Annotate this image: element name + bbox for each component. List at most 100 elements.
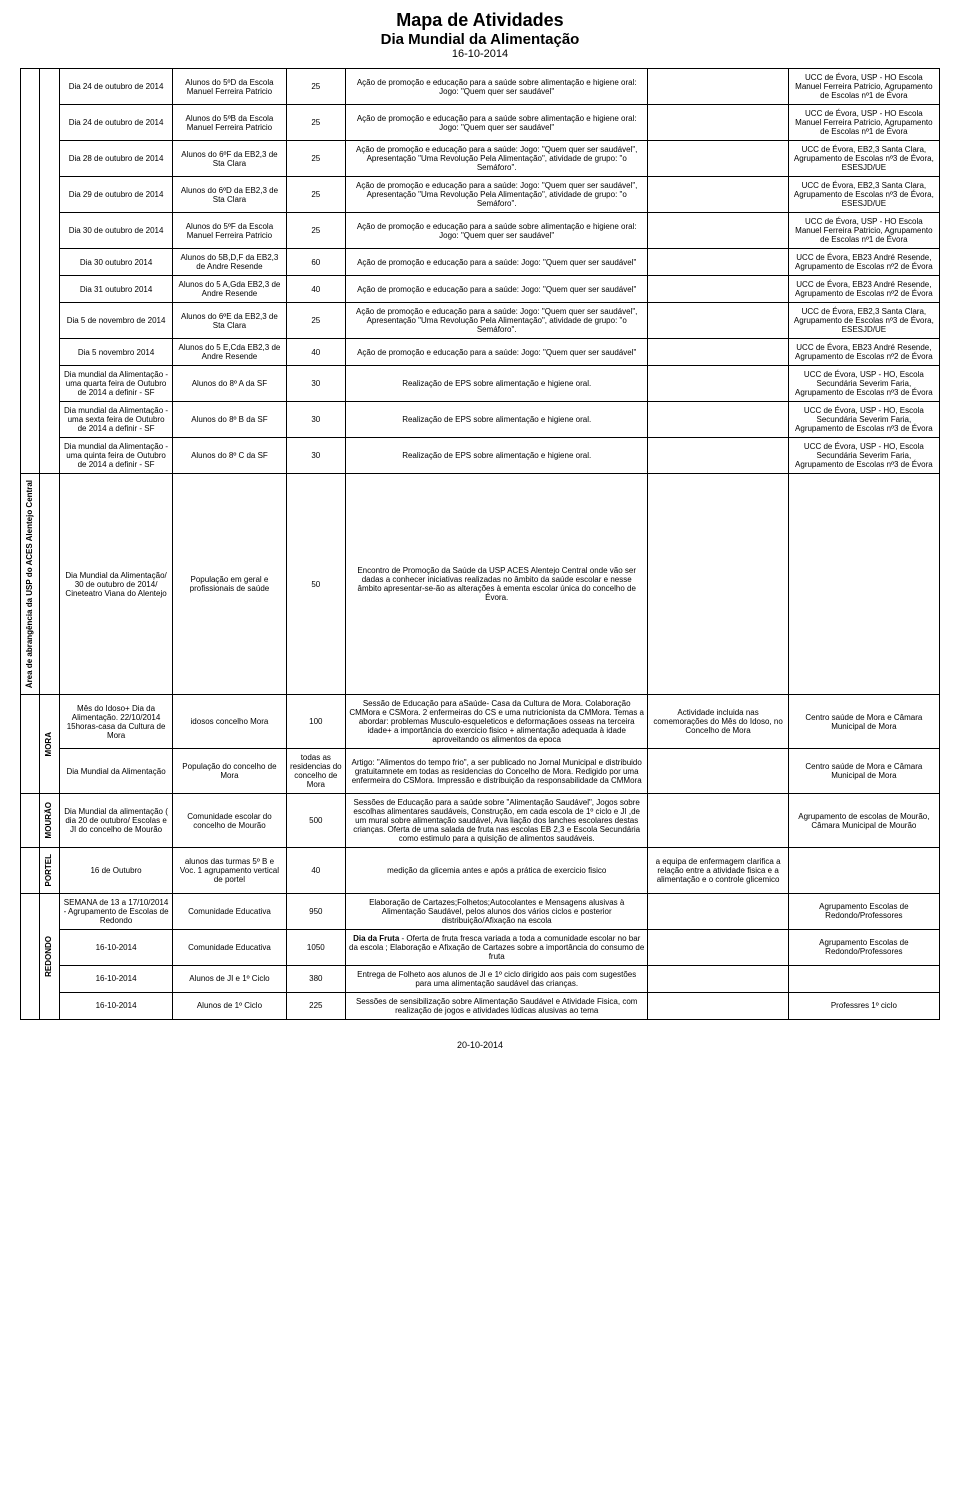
table-row: Dia 24 de outubro de 2014Alunos do 5ºB d… (21, 105, 940, 141)
cell-extra (648, 474, 788, 695)
cell-target: Alunos do 5 A,Gda EB2,3 de Andre Resende (173, 276, 286, 303)
cell-target: Alunos de JI e 1º Ciclo (173, 965, 286, 992)
cell-num: 30 (286, 402, 345, 438)
table-row: Dia 28 de outubro de 2014Alunos do 6ºF d… (21, 141, 940, 177)
table-row: Dia 5 novembro 2014Alunos do 5 E,Cda EB2… (21, 339, 940, 366)
side-label-2 (40, 69, 59, 474)
cell-partner: UCC de Évora, EB2,3 Santa Clara, Agrupam… (788, 141, 939, 177)
table-row: 16-10-2014Alunos de 1º Ciclo225Sessões d… (21, 992, 940, 1019)
cell-date: 16-10-2014 (59, 965, 172, 992)
cell-num: 225 (286, 992, 345, 1019)
cell-num: 950 (286, 893, 345, 929)
cell-date: Dia Mundial da alimentação ( dia 20 de o… (59, 794, 172, 848)
cell-num: 40 (286, 848, 345, 893)
cell-num: 50 (286, 474, 345, 695)
side-label-2 (40, 474, 59, 695)
cell-date: Dia Mundial da Alimentação/ 30 de outubr… (59, 474, 172, 695)
table-row: Área de abrangência da USP do ACES Alent… (21, 474, 940, 695)
cell-num: 25 (286, 105, 345, 141)
cell-target: Alunos do 6ºE da EB2,3 de Sta Clara (173, 303, 286, 339)
side-label-1: Área de abrangência da USP do ACES Alent… (21, 474, 40, 695)
cell-partner: Agrupamento de escolas de Mourão, Câmara… (788, 794, 939, 848)
cell-extra (648, 339, 788, 366)
cell-num: 100 (286, 695, 345, 749)
cell-target: População do concelho de Mora (173, 749, 286, 794)
table-row: MOURÃODia Mundial da alimentação ( dia 2… (21, 794, 940, 848)
activities-table: Dia 24 de outubro de 2014Alunos do 5ºD d… (20, 68, 940, 1020)
table-row: Dia mundial da Alimentação - uma quinta … (21, 438, 940, 474)
cell-num: 25 (286, 213, 345, 249)
cell-target: Alunos do 8º A da SF (173, 366, 286, 402)
cell-extra (648, 893, 788, 929)
cell-partner: UCC de Évora, USP - HO Escola Manuel Fer… (788, 213, 939, 249)
cell-extra (648, 992, 788, 1019)
cell-desc: Elaboração de Cartazes;Folhetos;Autocola… (346, 893, 648, 929)
side-label-2: PORTEL (40, 848, 59, 893)
cell-date: 16-10-2014 (59, 929, 172, 965)
cell-desc: Ação de promoção e educação para a saúde… (346, 303, 648, 339)
side-label-1 (21, 69, 40, 474)
cell-target: Alunos do 5 E,Cda EB2,3 de Andre Resende (173, 339, 286, 366)
cell-num: 25 (286, 141, 345, 177)
cell-target: Alunos do 6ºD da EB2,3 de Sta Clara (173, 177, 286, 213)
cell-date: Dia mundial da Alimentação - uma sexta f… (59, 402, 172, 438)
table-row: REDONDOSEMANA de 13 a 17/10/2014 - Agrup… (21, 893, 940, 929)
cell-date: Mês do Idoso+ Dia da Alimentação. 22/10/… (59, 695, 172, 749)
cell-partner: UCC de Évora, USP - HO Escola Manuel Fer… (788, 105, 939, 141)
cell-extra: a equipa de enfermagem clarifica a relaç… (648, 848, 788, 893)
cell-desc: Dia da Fruta - Oferta de fruta fresca va… (346, 929, 648, 965)
cell-extra (648, 438, 788, 474)
table-row: Dia 29 de outubro de 2014Alunos do 6ºD d… (21, 177, 940, 213)
cell-desc: Encontro de Promoção da Saúde da USP ACE… (346, 474, 648, 695)
side-label-2: REDONDO (40, 893, 59, 1019)
cell-extra (648, 929, 788, 965)
cell-num: 40 (286, 339, 345, 366)
cell-desc: Realização de EPS sobre alimentação e hi… (346, 438, 648, 474)
cell-partner: Agrupamento Escolas de Redondo/Professor… (788, 893, 939, 929)
cell-extra (648, 105, 788, 141)
cell-desc: Realização de EPS sobre alimentação e hi… (346, 366, 648, 402)
cell-partner (788, 848, 939, 893)
cell-partner (788, 474, 939, 695)
cell-target: alunos das turmas 5º B e Voc. 1 agrupame… (173, 848, 286, 893)
cell-num: 1050 (286, 929, 345, 965)
page-date: 16-10-2014 (20, 48, 940, 60)
cell-num: 25 (286, 177, 345, 213)
page-footer: 20-10-2014 (20, 1040, 940, 1050)
cell-extra (648, 794, 788, 848)
cell-date: Dia 5 novembro 2014 (59, 339, 172, 366)
cell-extra (648, 303, 788, 339)
cell-desc: medição da glicemia antes e após a práti… (346, 848, 648, 893)
cell-target: Alunos do 6ºF da EB2,3 de Sta Clara (173, 141, 286, 177)
cell-date: Dia Mundial da Alimentação (59, 749, 172, 794)
cell-target: Comunidade Educativa (173, 893, 286, 929)
cell-num: 500 (286, 794, 345, 848)
cell-target: Comunidade Educativa (173, 929, 286, 965)
cell-extra (648, 402, 788, 438)
cell-desc: Ação de promoção e educação para a saúde… (346, 339, 648, 366)
cell-date: 16 de Outubro (59, 848, 172, 893)
cell-target: idosos concelho Mora (173, 695, 286, 749)
cell-partner: Agrupamento Escolas de Redondo/Professor… (788, 929, 939, 965)
cell-partner: UCC de Évora, EB23 André Resende, Agrupa… (788, 276, 939, 303)
cell-num: 30 (286, 366, 345, 402)
cell-desc: Ação de promoção e educação para a saúde… (346, 213, 648, 249)
cell-num: 25 (286, 303, 345, 339)
table-row: 16-10-2014Comunidade Educativa1050Dia da… (21, 929, 940, 965)
cell-desc: Ação de promoção e educação para a saúde… (346, 276, 648, 303)
cell-date: Dia mundial da Alimentação - uma quinta … (59, 438, 172, 474)
cell-desc: Sessão de Educação para aSaúde- Casa da … (346, 695, 648, 749)
cell-desc: Ação de promoção e educação para a saúde… (346, 105, 648, 141)
cell-desc: Ação de promoção e educação para a saúde… (346, 141, 648, 177)
cell-target: Alunos do 5B,D,F da EB2,3 de Andre Resen… (173, 249, 286, 276)
side-label-1 (21, 893, 40, 1019)
cell-date: Dia 30 de outubro de 2014 (59, 213, 172, 249)
cell-partner: Centro saúde de Mora e Câmara Municipal … (788, 695, 939, 749)
cell-num: 40 (286, 276, 345, 303)
cell-extra (648, 366, 788, 402)
cell-target: Alunos do 8º B da SF (173, 402, 286, 438)
cell-date: Dia 30 outubro 2014 (59, 249, 172, 276)
table-row: MORAMês do Idoso+ Dia da Alimentação. 22… (21, 695, 940, 749)
side-label-2: MOURÃO (40, 794, 59, 848)
cell-date: Dia 29 de outubro de 2014 (59, 177, 172, 213)
